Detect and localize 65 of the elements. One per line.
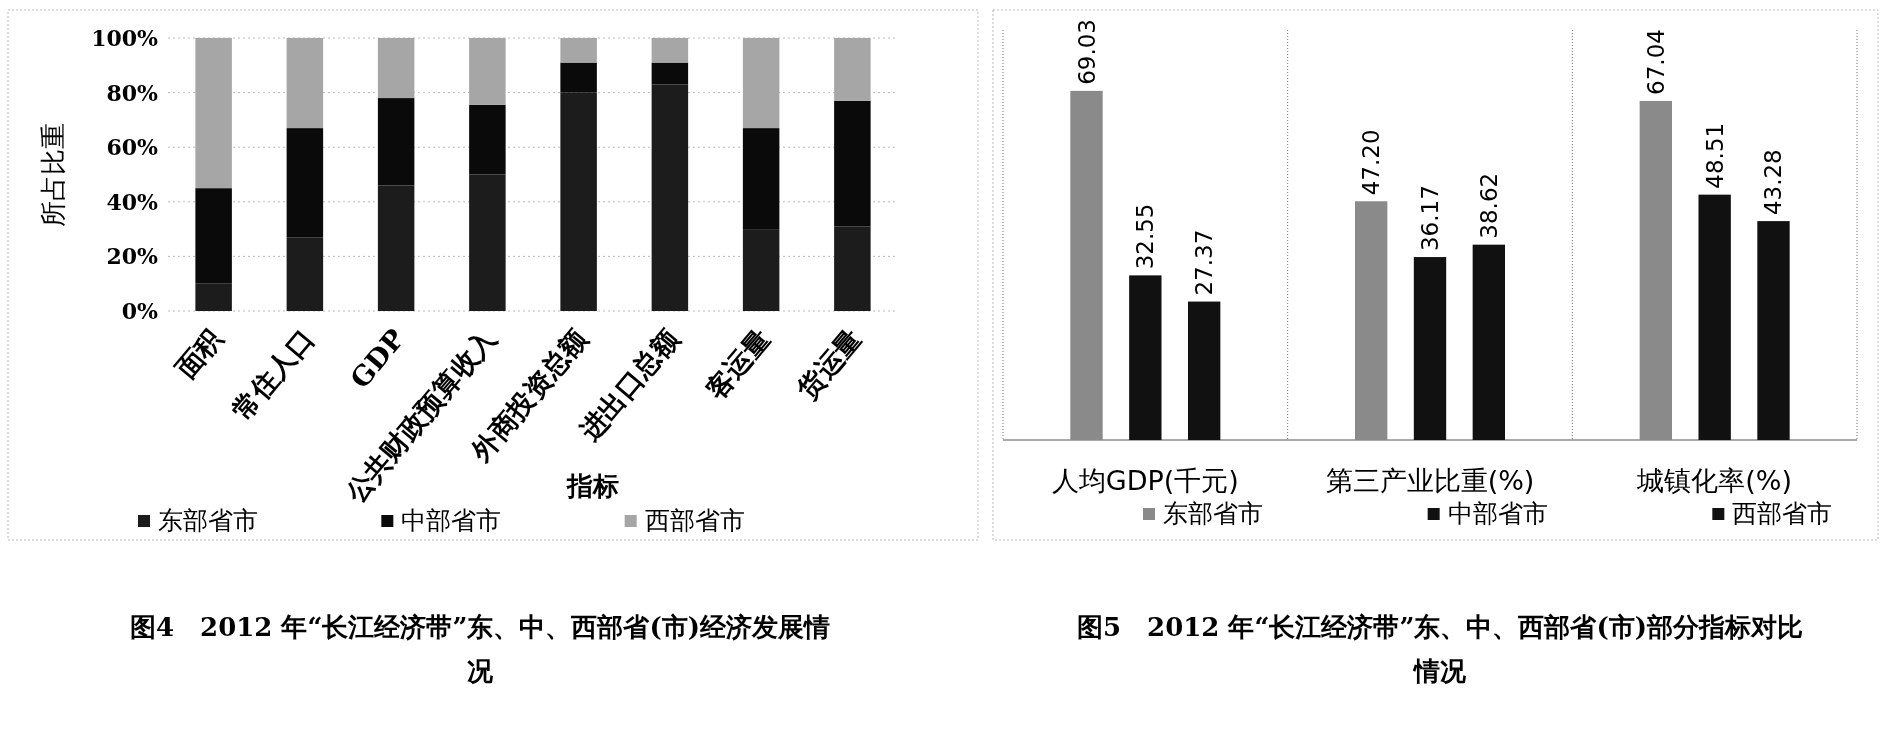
data-label: 48.51 (1701, 122, 1728, 189)
x-tick-label: 人均GDP(千元) (1051, 465, 1239, 496)
bar (742, 38, 780, 129)
bar (195, 283, 232, 311)
bar (651, 38, 689, 63)
bar (651, 84, 689, 311)
text: 图4 2012 年“长江经济带”东、中、西部省(市)经济发展情况 (129, 611, 831, 688)
bar (1187, 301, 1221, 440)
bar (560, 38, 597, 63)
bar (286, 237, 324, 311)
bar (469, 104, 506, 175)
x-tick-label: 客运量 (699, 322, 776, 406)
bar (286, 38, 324, 129)
bar (1354, 201, 1388, 440)
bar (834, 38, 871, 101)
x-tick-label: 第三产业比重(%) (1325, 465, 1535, 496)
bar (377, 98, 415, 186)
y-tick-label: 100% (91, 25, 159, 51)
legend-label: 西部省市 (644, 506, 745, 535)
bar (651, 62, 689, 85)
bar (560, 62, 597, 93)
data-label: 43.28 (1760, 149, 1787, 216)
bar (742, 229, 780, 311)
data-label: 67.04 (1642, 29, 1669, 95)
y-tick-label: 20% (106, 243, 159, 270)
text: 图5 2012 年“长江经济带”东、中、西部省(市)部分指标对比情况 (1076, 611, 1804, 688)
legend-label: 西部省市 (1732, 499, 1833, 528)
legend-label: 中部省市 (401, 506, 502, 535)
x-tick-label: 城镇化率(%) (1636, 465, 1793, 496)
bar (195, 38, 232, 189)
data-label: 32.55 (1132, 203, 1159, 270)
y-tick-label: 0% (121, 298, 159, 324)
bar (1757, 221, 1790, 440)
bar (377, 185, 415, 311)
y-tick-label: 60% (106, 134, 159, 161)
bar (1472, 244, 1506, 440)
bar (742, 128, 780, 230)
bar (1129, 275, 1162, 440)
bar (377, 38, 415, 99)
bar (1413, 257, 1447, 440)
bar (834, 100, 871, 227)
bar (469, 38, 506, 105)
x-tick-label: 货运量 (790, 322, 867, 406)
legend-label: 中部省市 (1447, 499, 1548, 528)
bar (1070, 90, 1103, 440)
x-tick-label: 常住人口 (226, 322, 320, 426)
y-tick-label: 40% (106, 188, 159, 215)
bar (1639, 100, 1673, 440)
y-tick-label: 80% (106, 79, 159, 106)
data-label: 36.17 (1417, 185, 1443, 252)
bar (195, 188, 232, 284)
legend-label: 东部省市 (1163, 499, 1263, 528)
data-label: 47.20 (1358, 129, 1385, 196)
data-label: 27.37 (1191, 229, 1218, 296)
bar (834, 226, 871, 311)
bar (560, 92, 597, 311)
x-axis-title: 指标 (566, 471, 619, 501)
bar (286, 128, 324, 238)
x-tick-label: 面积 (169, 322, 229, 385)
legend-label: 东部省市 (158, 506, 258, 535)
bar (469, 174, 506, 311)
y-axis-title: 所占比重 (38, 122, 68, 227)
bar (1698, 194, 1731, 440)
data-label: 69.03 (1073, 19, 1100, 85)
data-label: 38.62 (1475, 172, 1502, 239)
